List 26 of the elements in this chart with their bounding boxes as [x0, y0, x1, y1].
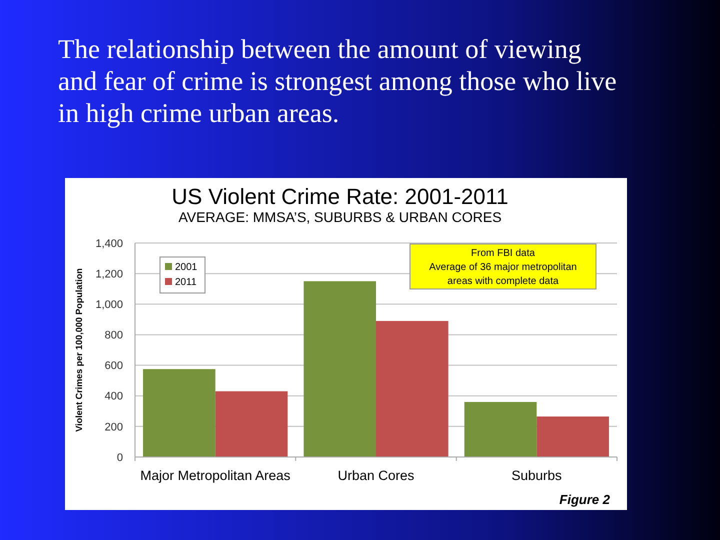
annotation: From FBI data Average of 36 major metropolitan areas with complete data [429, 248, 577, 287]
y-tick-label: 800 [104, 330, 123, 342]
x-tick-label: Major Metropolitan Areas [140, 468, 291, 483]
chart-subtitle: AVERAGE: MMSA’S, SUBURBS & URBAN CORES [178, 209, 502, 225]
y-tick-label: 200 [104, 421, 123, 434]
y-tick-label: 1,200 [95, 268, 123, 280]
legend-label: 2001 [175, 262, 198, 273]
y-axis-title: Violent Crimes per 100,000 Population [74, 268, 84, 432]
text: The relationship between the amount of viewing and fear of crime is strongest among those who live in high crime urban areas. [58, 34, 617, 128]
bar [215, 391, 288, 457]
caption: Figure 2 [559, 492, 611, 507]
note-box: From FBI data Average of 36 major metropolitan areas with complete data [410, 244, 596, 290]
y-tick-label: 600 [104, 360, 123, 372]
y-tick-label: 1,000 [95, 298, 123, 311]
chart-title: US Violent Crime Rate: 2001-2011 [172, 184, 508, 209]
bar [376, 320, 448, 457]
bar [304, 281, 376, 457]
x-tick-label: Suburbs [512, 468, 562, 483]
y-tick-label: 0 [116, 452, 123, 464]
bar [464, 402, 537, 457]
y-tick-label: 1,400 [95, 238, 123, 250]
y-tick-label: 400 [104, 390, 123, 403]
bar [536, 416, 609, 457]
legend-label: 2011 [175, 277, 197, 288]
x-tick-label: Urban Cores [338, 468, 415, 483]
bar [143, 369, 216, 457]
